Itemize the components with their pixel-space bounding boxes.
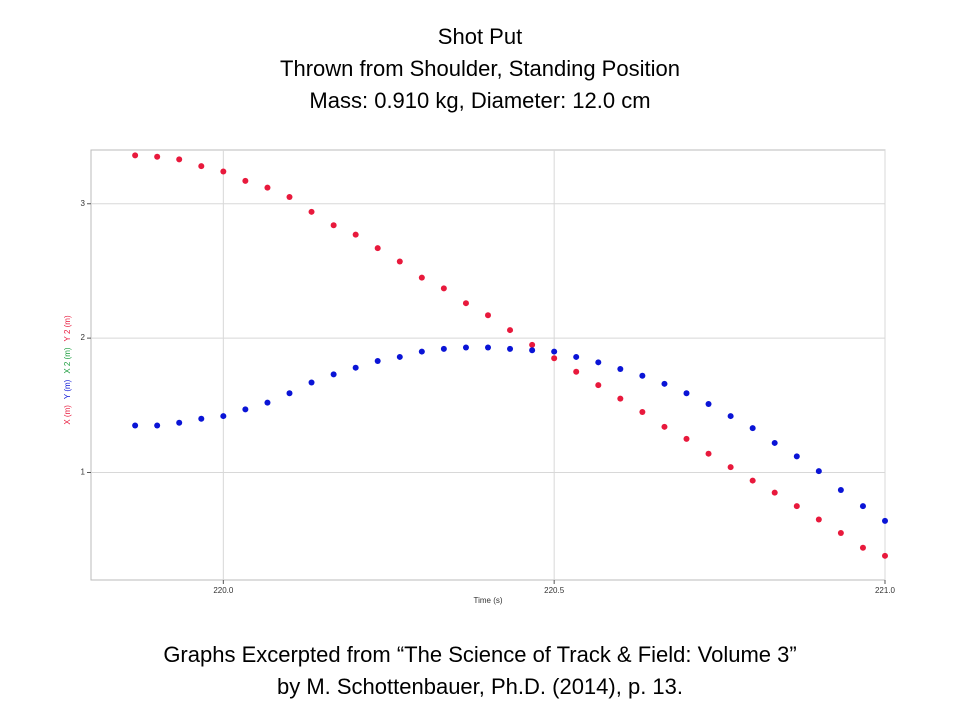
chart-subtitle: Thrown from Shoulder, Standing Position <box>280 56 680 81</box>
y-axis-label-part: X (m) <box>63 405 72 425</box>
y-axis-label: X (m) Y (m) X 2 (m) Y 2 (m) <box>63 315 72 425</box>
data-point <box>859 503 866 510</box>
data-point <box>771 439 778 446</box>
data-point <box>705 400 712 407</box>
data-point <box>573 353 580 360</box>
y-tick-label: 3 <box>81 199 86 208</box>
data-point <box>661 380 668 387</box>
data-point <box>485 344 491 351</box>
y-axis-label-part: X 2 (m) <box>63 347 72 374</box>
data-point <box>727 413 734 420</box>
footer: Graphs Excerpted from “The Science of Tr… <box>163 642 796 667</box>
data-point <box>749 425 756 432</box>
data-point <box>551 348 558 355</box>
x-tick-label: 220.0 <box>213 586 234 595</box>
data-point <box>440 345 447 352</box>
data-point <box>771 489 778 496</box>
x-tick-label: 221.0 <box>875 586 896 595</box>
data-point <box>198 163 205 170</box>
data-point <box>485 312 491 319</box>
data-point <box>683 390 690 397</box>
data-point <box>352 364 359 371</box>
x-tick-label: 220.5 <box>544 586 565 595</box>
y-axis-label-part: Y (m) <box>63 379 72 399</box>
data-point <box>374 357 381 364</box>
data-point <box>507 327 514 334</box>
data-point <box>176 156 183 163</box>
data-point <box>264 399 271 406</box>
data-point <box>617 366 624 373</box>
data-point <box>330 371 337 378</box>
data-point <box>815 468 822 475</box>
data-point <box>573 368 580 375</box>
data-point <box>462 344 469 351</box>
data-point <box>286 194 293 201</box>
data-point <box>595 382 602 389</box>
data-point <box>176 419 183 426</box>
data-point <box>595 359 602 366</box>
data-point <box>749 477 756 484</box>
chart-subtitle: Mass: 0.910 kg, Diameter: 12.0 cm <box>309 88 650 113</box>
data-point <box>418 274 425 281</box>
x-axis-label: Time (s) <box>473 596 502 605</box>
data-point <box>727 464 734 471</box>
data-point <box>529 341 536 348</box>
data-point <box>683 435 690 442</box>
data-point <box>837 529 844 536</box>
data-point <box>308 208 315 215</box>
data-point <box>639 372 646 379</box>
chart-title: Shot Put <box>438 24 522 49</box>
y-axis-label-part: Y 2 (m) <box>63 315 72 341</box>
y-tick-label: 1 <box>81 468 86 477</box>
data-point <box>440 285 447 292</box>
data-point <box>882 517 888 524</box>
data-point <box>220 413 227 420</box>
data-point <box>396 258 403 265</box>
data-point <box>154 153 161 160</box>
data-point <box>132 422 139 429</box>
data-point <box>837 486 844 493</box>
data-point <box>705 450 712 457</box>
data-point <box>154 422 161 429</box>
data-point <box>374 245 381 252</box>
data-point <box>308 379 315 386</box>
data-point <box>859 544 866 551</box>
data-point <box>396 353 403 360</box>
data-point <box>882 552 888 559</box>
data-point <box>462 300 469 307</box>
data-point <box>793 453 800 460</box>
data-point <box>617 395 624 402</box>
data-point <box>242 177 249 184</box>
data-point <box>551 355 558 362</box>
data-point <box>286 390 293 397</box>
data-point <box>352 231 359 238</box>
data-point <box>529 347 536 354</box>
data-point <box>242 406 249 413</box>
data-point <box>793 503 800 510</box>
data-point <box>198 415 205 422</box>
y-tick-label: 2 <box>81 333 86 342</box>
footer: by M. Schottenbauer, Ph.D. (2014), p. 13… <box>277 674 683 699</box>
data-point <box>220 168 227 175</box>
data-point <box>507 345 514 352</box>
data-point <box>330 222 337 229</box>
data-point <box>264 184 271 191</box>
data-point <box>661 423 668 430</box>
data-point <box>132 152 139 159</box>
data-point <box>815 516 822 523</box>
data-point <box>418 348 425 355</box>
data-point <box>639 409 646 416</box>
